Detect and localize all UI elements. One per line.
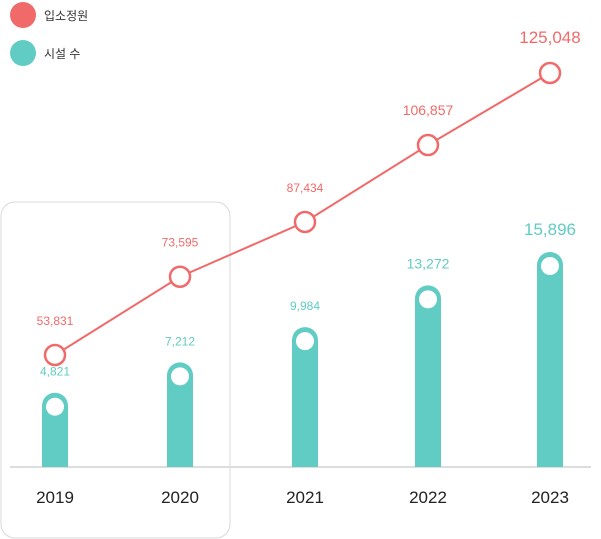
line-point — [416, 133, 440, 157]
bar — [292, 327, 318, 467]
bar-data-label: 15,896 — [524, 220, 576, 239]
bar-data-label: 13,272 — [407, 255, 450, 271]
bar — [537, 252, 563, 467]
legend-label: 시설 수 — [44, 46, 81, 61]
bar-data-label: 9,984 — [290, 299, 320, 313]
bar — [415, 285, 441, 467]
legend-swatch — [10, 40, 36, 66]
bar-data-label: 7,212 — [165, 334, 195, 348]
bar-cap-dot — [46, 397, 64, 416]
legend-item: 입소정원 — [10, 2, 88, 28]
line-data-label: 106,857 — [403, 102, 454, 118]
bar-cap-dot — [541, 257, 559, 275]
legend-label: 입소정원 — [44, 8, 89, 23]
line-data-label: 53,831 — [37, 314, 74, 328]
line-data-label: 125,048 — [519, 28, 580, 47]
line-data-label: 87,434 — [287, 181, 324, 195]
line-point — [538, 61, 562, 85]
legend-swatch — [10, 2, 36, 28]
legend-item: 시설 수 — [10, 40, 80, 66]
x-tick-label: 2023 — [531, 488, 569, 507]
line-point — [43, 343, 67, 367]
bar — [167, 362, 193, 467]
bar-cap-dot — [419, 290, 437, 309]
x-tick-label: 2021 — [286, 488, 324, 507]
highlight-box — [0, 201, 231, 539]
x-tick-label: 2022 — [409, 488, 447, 507]
bar-cap-dot — [296, 332, 314, 351]
line-point — [168, 265, 192, 288]
bar-data-label: 4,821 — [40, 365, 70, 379]
line-point — [293, 210, 317, 234]
x-tick-label: 2019 — [36, 488, 74, 507]
x-tick-label: 2020 — [161, 488, 199, 507]
bar-cap-dot — [171, 367, 189, 386]
line-data-label: 73,595 — [162, 236, 199, 250]
